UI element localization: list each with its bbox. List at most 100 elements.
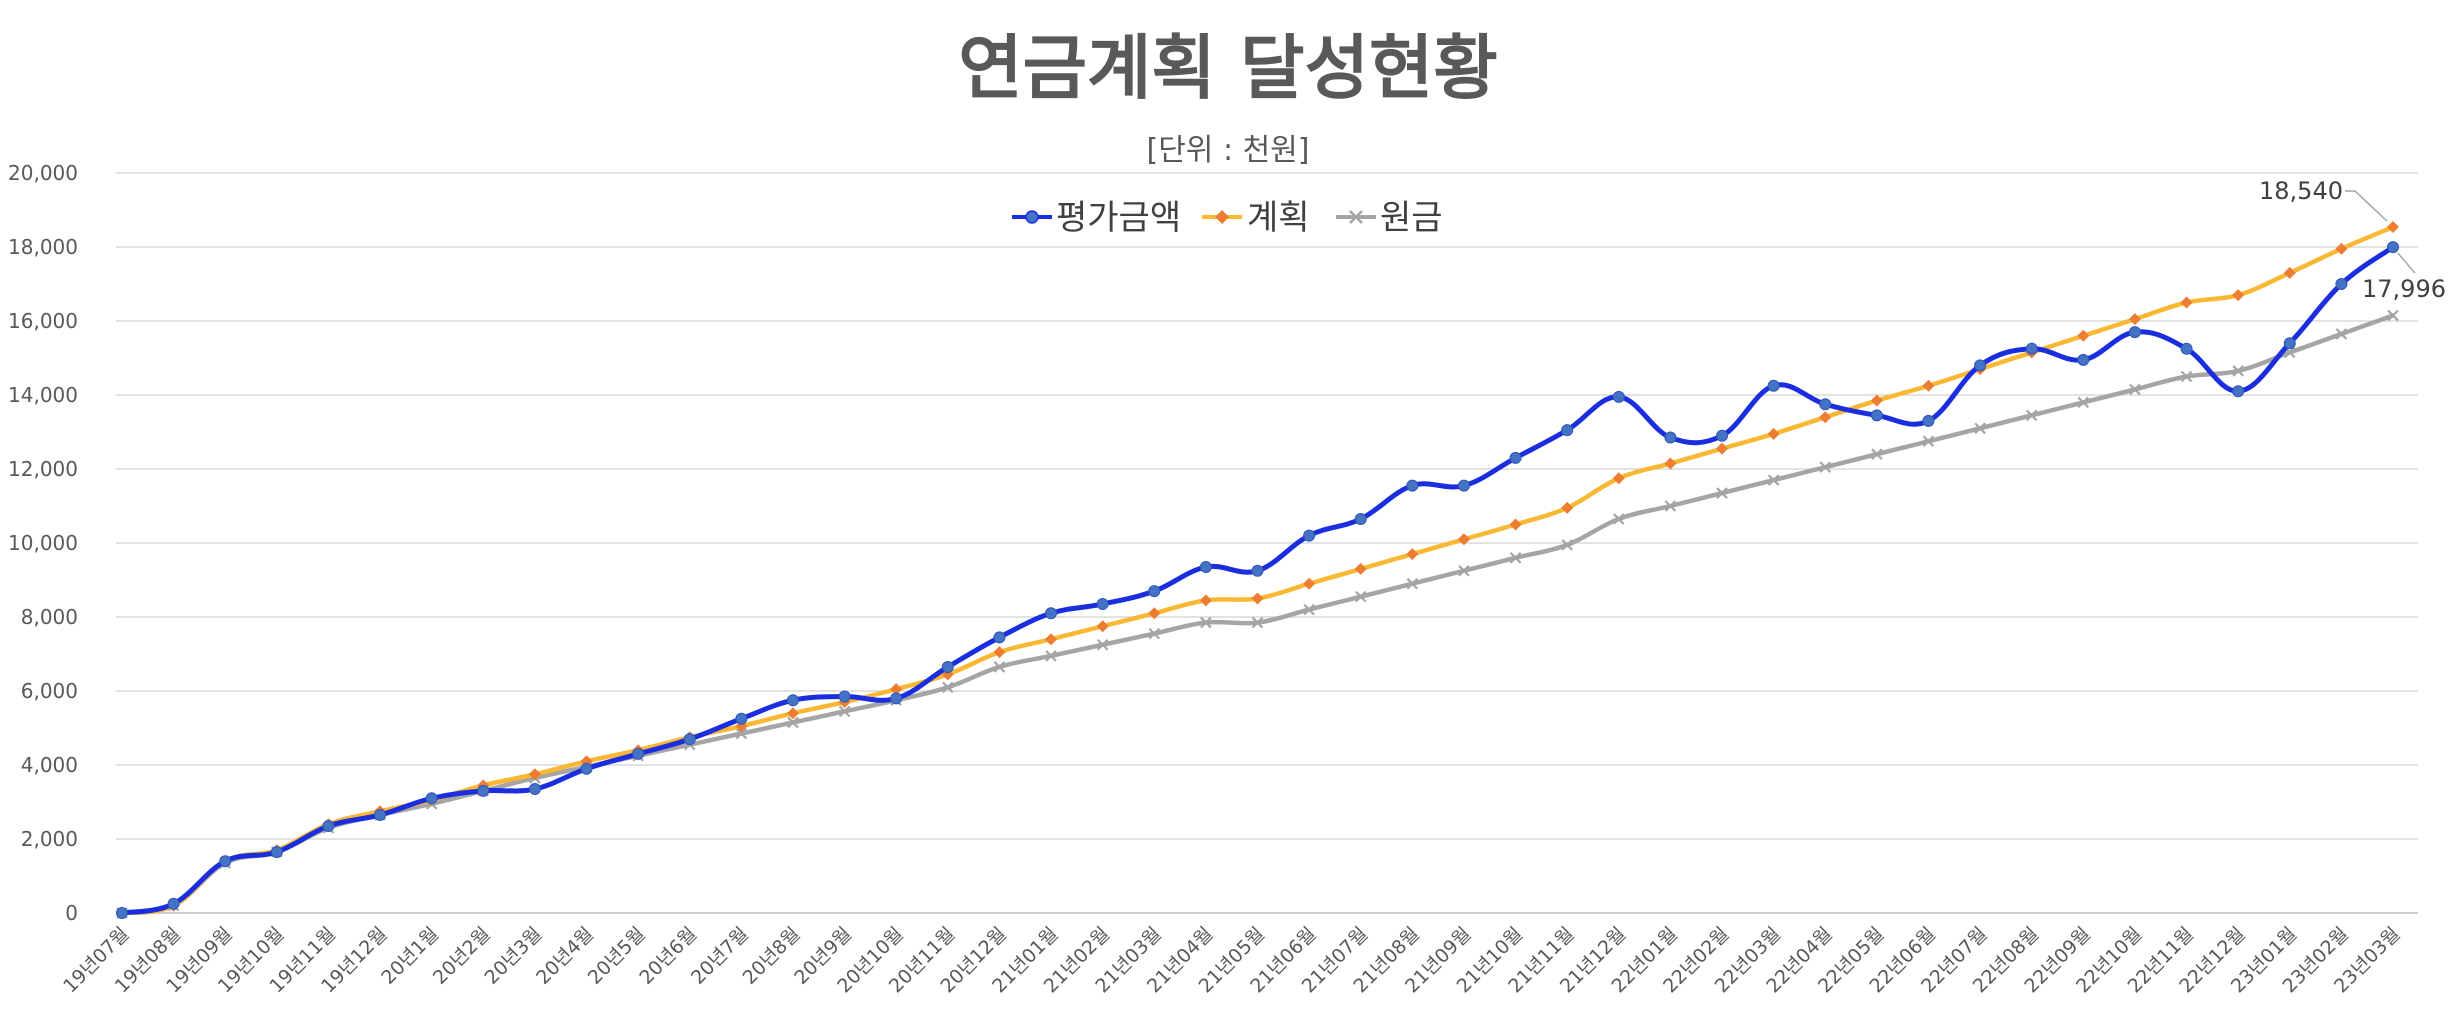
data-point[interactable] (1096, 598, 1109, 611)
data-point[interactable] (1922, 435, 1935, 448)
data-point[interactable] (1200, 616, 1212, 629)
data-point[interactable] (2283, 266, 2296, 279)
data-point[interactable] (477, 784, 490, 797)
data-point[interactable] (2180, 342, 2193, 355)
data-point[interactable] (2232, 289, 2245, 302)
data-point[interactable] (1148, 627, 1161, 640)
data-point[interactable] (1303, 577, 1316, 590)
data-point[interactable] (1561, 539, 1573, 551)
data-point[interactable] (374, 808, 387, 821)
data-point[interactable] (1716, 442, 1729, 455)
data-point[interactable] (1922, 379, 1935, 392)
data-point[interactable] (1561, 424, 1574, 437)
data-point[interactable] (2077, 353, 2090, 366)
data-point[interactable] (2128, 313, 2141, 326)
data-point[interactable] (2180, 296, 2193, 309)
data-point[interactable] (993, 646, 1006, 659)
data-point[interactable] (993, 661, 1006, 673)
data-point[interactable] (1354, 562, 1367, 575)
data-point[interactable] (1767, 379, 1780, 392)
data-point[interactable] (270, 845, 283, 858)
data-point[interactable] (786, 707, 799, 720)
data-point[interactable] (1870, 394, 1883, 407)
data-point[interactable] (942, 681, 954, 694)
data-point[interactable] (1871, 448, 1883, 460)
data-point[interactable] (1303, 529, 1316, 542)
legend-item-plan[interactable]: 계획 (1202, 198, 1310, 238)
legend-item-evaluation[interactable]: 평가금액 (1012, 198, 1181, 238)
data-point[interactable] (1664, 500, 1677, 512)
data-point[interactable] (2387, 221, 2399, 234)
data-point[interactable] (1561, 501, 1574, 514)
data-point[interactable] (735, 712, 748, 725)
data-point[interactable] (993, 631, 1006, 644)
data-point[interactable] (2129, 383, 2141, 396)
data-point[interactable] (1199, 594, 1212, 607)
data-point[interactable] (2335, 328, 2348, 340)
data-point[interactable] (1819, 411, 1832, 424)
data-point[interactable] (1819, 461, 1832, 473)
data-point[interactable] (1148, 607, 1161, 620)
data-point[interactable] (2077, 329, 2090, 342)
data-point[interactable] (2128, 326, 2141, 339)
data-point[interactable] (1251, 564, 1264, 577)
data-point[interactable] (890, 692, 903, 705)
data-point[interactable] (632, 747, 645, 760)
data-point[interactable] (1767, 474, 1780, 486)
data-point[interactable] (1664, 431, 1677, 444)
data-point[interactable] (683, 733, 696, 746)
data-point[interactable] (1354, 590, 1367, 603)
data-point[interactable] (2335, 278, 2348, 290)
data-point[interactable] (2335, 242, 2348, 255)
data-point[interactable] (1251, 616, 1264, 629)
data-point[interactable] (322, 820, 335, 833)
data-point[interactable] (1612, 390, 1625, 403)
data-point[interactable] (1716, 487, 1728, 499)
data-point[interactable] (580, 762, 593, 775)
data-point[interactable] (528, 768, 541, 781)
data-point[interactable] (1716, 429, 1729, 442)
data-point[interactable] (1974, 422, 1986, 435)
data-point[interactable] (2283, 337, 2296, 350)
data-point[interactable] (786, 694, 799, 707)
data-point[interactable] (1613, 513, 1625, 525)
data-point[interactable] (2387, 241, 2399, 254)
data-point[interactable] (890, 683, 903, 696)
data-point[interactable] (2025, 409, 2038, 422)
data-point[interactable] (425, 792, 438, 805)
data-point[interactable] (2232, 365, 2244, 377)
data-point[interactable] (1509, 451, 1522, 464)
data-point[interactable] (1045, 650, 1057, 662)
data-point[interactable] (1457, 533, 1470, 546)
data-point[interactable] (1457, 479, 1470, 492)
data-point[interactable] (941, 660, 954, 673)
data-point[interactable] (1922, 414, 1935, 427)
data-point[interactable] (1251, 592, 1264, 605)
data-point[interactable] (1096, 620, 1109, 633)
data-point[interactable] (1045, 633, 1058, 646)
data-point[interactable] (1354, 512, 1367, 525)
data-point[interactable] (1406, 479, 1419, 492)
data-point[interactable] (1819, 398, 1832, 411)
data-point[interactable] (2025, 342, 2038, 355)
legend-item-principal[interactable]: 원금 (1336, 198, 1443, 238)
data-point[interactable] (1509, 518, 1522, 531)
data-point[interactable] (2232, 385, 2245, 398)
data-point[interactable] (219, 855, 232, 868)
data-point[interactable] (1199, 561, 1212, 574)
data-point[interactable] (1406, 548, 1419, 561)
data-point[interactable] (1974, 359, 1987, 372)
data-point[interactable] (1767, 427, 1780, 440)
data-point[interactable] (1458, 564, 1470, 577)
data-point[interactable] (838, 690, 851, 703)
data-point[interactable] (1096, 638, 1109, 651)
data-point[interactable] (2387, 309, 2399, 322)
data-point[interactable] (167, 897, 180, 910)
data-point[interactable] (528, 783, 541, 796)
data-point[interactable] (787, 716, 799, 729)
data-point[interactable] (1612, 472, 1625, 485)
data-point[interactable] (1148, 585, 1161, 598)
data-point[interactable] (838, 705, 851, 718)
data-point[interactable] (2180, 370, 2193, 383)
data-point[interactable] (1664, 457, 1677, 470)
